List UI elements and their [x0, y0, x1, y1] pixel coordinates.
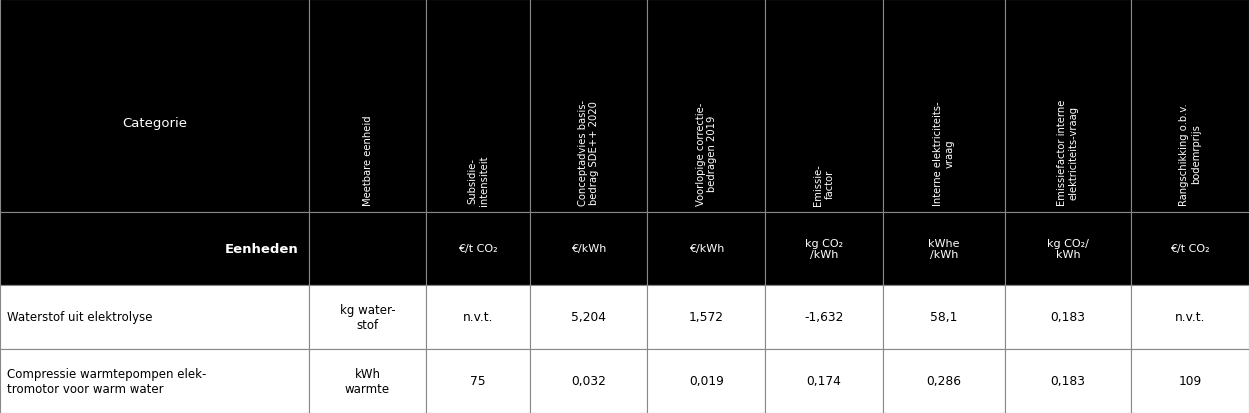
Text: Voorlopige correctie-
bedragen 2019: Voorlopige correctie- bedragen 2019: [696, 102, 717, 205]
Bar: [0, 213, 309, 285]
Bar: [766, 0, 883, 213]
Text: n.v.t.: n.v.t.: [1175, 311, 1205, 323]
Bar: [309, 0, 426, 213]
Text: 75: 75: [471, 375, 486, 387]
Bar: [426, 349, 530, 413]
Text: n.v.t.: n.v.t.: [463, 311, 493, 323]
Bar: [0, 349, 309, 413]
Text: 0,019: 0,019: [689, 375, 723, 387]
Bar: [766, 349, 883, 413]
Text: Categorie: Categorie: [122, 117, 187, 130]
Bar: [426, 0, 530, 213]
Text: Subsidie-
intensiteit: Subsidie- intensiteit: [467, 155, 488, 205]
Text: Conceptadvies basis-
bedrag SDE++ 2020: Conceptadvies basis- bedrag SDE++ 2020: [578, 100, 600, 205]
Text: €/t CO₂: €/t CO₂: [1170, 244, 1210, 254]
Text: 1,572: 1,572: [689, 311, 724, 323]
Text: 0,183: 0,183: [1050, 375, 1085, 387]
Bar: [647, 0, 766, 213]
Bar: [309, 285, 426, 349]
Text: 109: 109: [1179, 375, 1202, 387]
Text: kg CO₂
/kWh: kg CO₂ /kWh: [806, 238, 843, 260]
Bar: [530, 213, 647, 285]
Text: kWh
warmte: kWh warmte: [345, 367, 390, 395]
Bar: [647, 285, 766, 349]
Text: 0,183: 0,183: [1050, 311, 1085, 323]
Bar: [530, 349, 647, 413]
Bar: [883, 349, 1005, 413]
Text: Meetbare eenheid: Meetbare eenheid: [362, 115, 372, 205]
Bar: [647, 349, 766, 413]
Bar: [426, 213, 530, 285]
Bar: [766, 285, 883, 349]
Bar: [647, 213, 766, 285]
Text: 5,204: 5,204: [571, 311, 606, 323]
Text: €/t CO₂: €/t CO₂: [458, 244, 498, 254]
Text: Interne elektriciteits-
vraag: Interne elektriciteits- vraag: [933, 101, 954, 205]
Bar: [530, 0, 647, 213]
Text: kg water-
stof: kg water- stof: [340, 303, 396, 331]
Bar: [1132, 213, 1249, 285]
Bar: [1005, 0, 1132, 213]
Text: 0,286: 0,286: [927, 375, 962, 387]
Bar: [883, 0, 1005, 213]
Bar: [1132, 0, 1249, 213]
Text: -1,632: -1,632: [804, 311, 844, 323]
Text: €/kWh: €/kWh: [571, 244, 606, 254]
Bar: [309, 349, 426, 413]
Bar: [883, 213, 1005, 285]
Text: €/kWh: €/kWh: [688, 244, 724, 254]
Text: Emissiefactor interne
elektriciteits-vraag: Emissiefactor interne elektriciteits-vra…: [1058, 99, 1079, 205]
Bar: [530, 285, 647, 349]
Text: 58,1: 58,1: [931, 311, 958, 323]
Bar: [309, 213, 426, 285]
Text: Rangschikking o.b.v.
bodemrprijs: Rangschikking o.b.v. bodemrprijs: [1179, 103, 1202, 205]
Text: Emissie-
factor: Emissie- factor: [813, 164, 834, 205]
Bar: [1132, 349, 1249, 413]
Text: Compressie warmtepompen elek-
tromotor voor warm water: Compressie warmtepompen elek- tromotor v…: [7, 367, 207, 395]
Text: Waterstof uit elektrolyse: Waterstof uit elektrolyse: [7, 311, 152, 323]
Bar: [426, 285, 530, 349]
Bar: [0, 0, 309, 213]
Bar: [0, 285, 309, 349]
Bar: [1005, 213, 1132, 285]
Bar: [766, 213, 883, 285]
Text: 0,174: 0,174: [807, 375, 842, 387]
Text: kg CO₂/
kWh: kg CO₂/ kWh: [1047, 238, 1089, 260]
Bar: [883, 285, 1005, 349]
Bar: [1005, 285, 1132, 349]
Text: 0,032: 0,032: [571, 375, 606, 387]
Bar: [1005, 349, 1132, 413]
Bar: [1132, 285, 1249, 349]
Text: Eenheden: Eenheden: [225, 242, 299, 255]
Text: kWhe
/kWh: kWhe /kWh: [928, 238, 959, 260]
